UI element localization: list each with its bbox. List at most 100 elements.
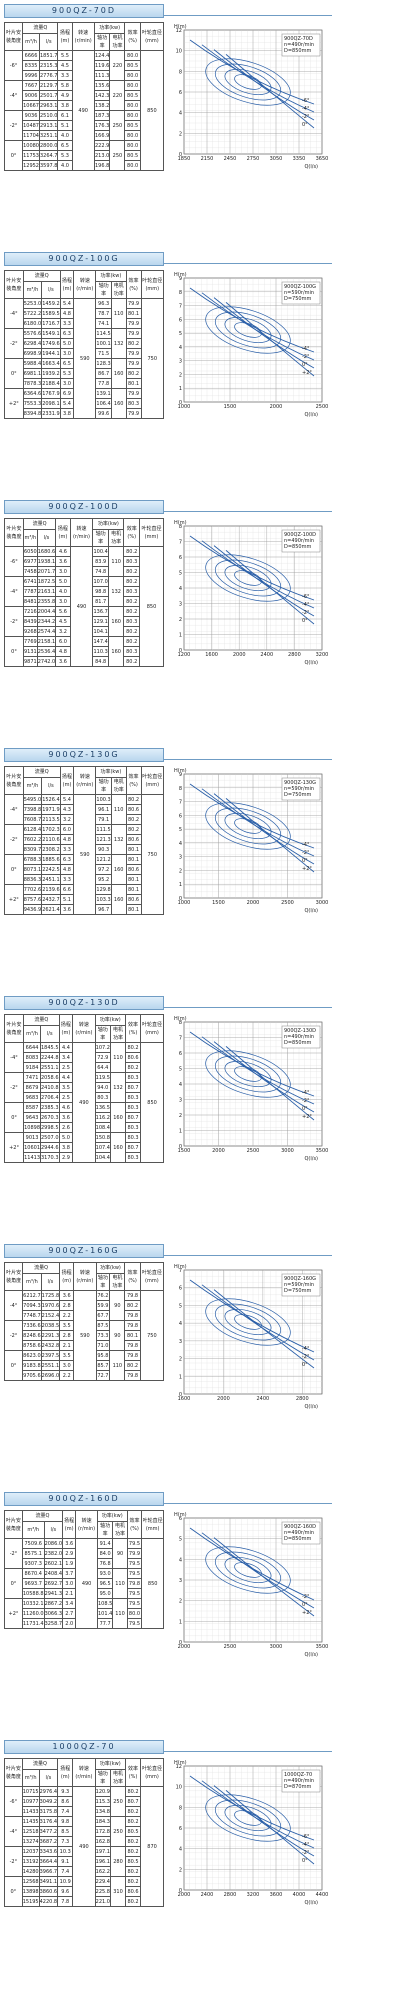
header-cell: 效率(%) — [124, 1758, 142, 1787]
cell: 79.9 — [125, 358, 142, 369]
y-tick-label: 2 — [179, 1599, 182, 1605]
cell: 850 — [139, 50, 165, 171]
y-tick-label: 4 — [179, 345, 182, 351]
cell: 6998.9 — [22, 348, 43, 359]
cell: 2507.0 — [40, 1132, 60, 1143]
section-title: 900QZ-100G — [4, 252, 164, 266]
cell: 5495.0 — [22, 794, 43, 805]
cell: 4.0 — [57, 160, 73, 171]
head-curve — [213, 1289, 315, 1369]
y-tick-label: 0 — [179, 1640, 182, 1646]
cell: 7748.7 — [22, 1310, 42, 1321]
cell: 2139.6 — [41, 884, 61, 895]
cell: 0° — [4, 636, 24, 667]
cell: 0° — [3, 1102, 25, 1133]
pump-section: 1000QZ-70 叶片安装角度 流量Q 扬程(m) 转速(r/min) 功率(kw) 效率… — [0, 1740, 400, 1984]
header-cell: m³/h — [22, 529, 38, 547]
angle-label: -4° — [302, 1090, 310, 1096]
cell: 124.4 — [93, 50, 111, 61]
cell: 79.5 — [126, 1568, 143, 1579]
header-cell: 功率(kw) — [95, 766, 127, 778]
legend-text: n=490r/min — [284, 42, 314, 48]
header-row: m³/h l/s 轴功率 电机功率 — [5, 777, 164, 795]
cell: -2° — [3, 1320, 24, 1351]
cell: 8481 — [22, 596, 38, 607]
cell: 220 — [109, 50, 126, 81]
cell: 80.5 — [124, 1826, 142, 1837]
data-row: 0° 8670.4 2408.4 3.7 93.0 110 79.5 — [4, 1568, 164, 1599]
pump-section: 900QZ-100D 叶片安装角度 流量Q 扬程(m) 转速(r/min) 功率(kw) 效… — [0, 500, 400, 744]
y-tick-label: 0 — [179, 896, 182, 902]
cell: 2913.1 — [38, 120, 59, 131]
cell: 8587 — [23, 1102, 41, 1113]
cell: 80.6 — [124, 1886, 142, 1897]
title-rule — [164, 1255, 332, 1256]
data-row: 0° 8623.0 2397.5 3.5 95.8 110 79.8 — [3, 1350, 164, 1381]
cell: 2152.4 — [40, 1310, 61, 1321]
cell: 100.3 — [95, 794, 112, 805]
efficiency-contour — [214, 1799, 282, 1837]
cell: 6644 — [23, 1042, 41, 1053]
angle-label: +2° — [302, 370, 312, 376]
cell: 87.5 — [95, 1320, 111, 1331]
data-row: 9643 2670.3 3.6 116.2 80.7 — [5, 1112, 164, 1123]
x-tick-label: 1600 — [205, 652, 218, 658]
cell: 3.0 — [59, 378, 75, 389]
cell: 7458 — [22, 566, 38, 577]
cell: 0° — [4, 358, 24, 389]
header-cell: m³/h — [21, 1521, 45, 1539]
cell: 80.0 — [124, 70, 141, 81]
header-cell: l/s — [40, 1273, 61, 1291]
cell: +2° — [4, 388, 24, 419]
cell: 10667 — [22, 100, 40, 111]
efficiency-contour — [234, 1314, 262, 1330]
title-rule — [164, 511, 332, 512]
header-cell: 电机功率 — [109, 33, 126, 51]
cell: 94.0 — [94, 1082, 112, 1093]
header-cell: 叶片安装角度 — [3, 1262, 24, 1291]
cell: 7216 — [22, 606, 38, 617]
legend-text: n=490r/min — [284, 1778, 314, 1784]
cell: 7787 — [22, 586, 38, 597]
legend-text: n=590r/min — [284, 1282, 314, 1288]
legend-text: D=750mm — [284, 296, 311, 302]
x-tick-label: 1500 — [212, 900, 225, 906]
cell: 3.5 — [58, 1082, 74, 1093]
x-tick-label: 2500 — [247, 1148, 260, 1154]
cell: 91.4 — [96, 1538, 114, 1549]
y-tick-label: 10 — [176, 1785, 182, 1791]
header-cell: 功率(kw) — [92, 518, 125, 530]
data-row: -6° 6050 1680.6 4.6 490 100.4 110 80.2 850 — [4, 546, 164, 667]
cell: 80.7 — [124, 1796, 142, 1807]
x-tick-label: 2000 — [217, 1396, 230, 1402]
cell: 59.9 — [95, 1300, 111, 1311]
performance-chart: 1000 1500 2000 2500 0 1 2 3 4 5 6 7 8 9H(m) Q(l/s) -4° -… — [174, 272, 328, 418]
cell: 2242.5 — [41, 864, 61, 875]
cell: 3687.2 — [38, 1836, 59, 1847]
cell: 80.2 — [124, 1876, 142, 1887]
data-row: 0° 6788.3 1885.6 6.3 121.2 160 80.1 — [4, 854, 164, 885]
head-curve — [225, 302, 315, 377]
cell: 80.2 — [125, 824, 142, 835]
x-axis-label: Q(l/s) — [304, 412, 318, 418]
cell: 4.0 — [57, 130, 73, 141]
cell: 132 — [110, 1072, 126, 1103]
cell: 229.4 — [94, 1876, 112, 1887]
header-cell: 流量Q — [22, 270, 61, 282]
y-tick-label: 3 — [179, 1578, 182, 1584]
efficiency-contour — [214, 559, 282, 597]
cell: 4.8 — [55, 646, 71, 657]
y-tick-label: 4 — [179, 1321, 182, 1327]
cell: 80.0 — [124, 140, 141, 151]
cell: 9.6 — [57, 1886, 74, 1897]
data-row: 10898 2998.5 2.6 108.4 80.3 — [5, 1122, 164, 1133]
header-cell: 流量Q — [23, 1014, 60, 1026]
cell: 2.2 — [59, 1370, 75, 1381]
cell: 160 — [110, 1102, 126, 1133]
cell: 490 — [75, 1538, 98, 1629]
header-cell: 功率(kw) — [94, 1014, 126, 1026]
y-tick-label: 4 — [179, 1557, 182, 1563]
header-cell: 转速(r/min) — [73, 1262, 97, 1291]
cell: 9006 — [22, 90, 40, 101]
